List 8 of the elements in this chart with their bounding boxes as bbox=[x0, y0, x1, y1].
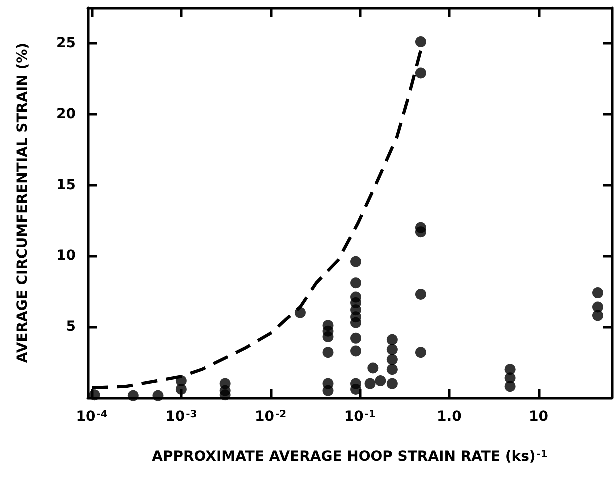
y-tick-label: 25 bbox=[56, 35, 76, 52]
y-tick-label: 20 bbox=[56, 106, 76, 122]
y-tick-label: 5 bbox=[66, 319, 76, 336]
y-tick-label: 10 bbox=[56, 248, 76, 264]
y-axis-title: AVERAGE CIRCUMFERENTIAL STRAIN (%) bbox=[15, 42, 31, 364]
x-tick-label: 10 bbox=[529, 409, 549, 425]
x-tick-label: 1.0 bbox=[437, 409, 462, 425]
y-tick-label: 15 bbox=[56, 177, 76, 194]
